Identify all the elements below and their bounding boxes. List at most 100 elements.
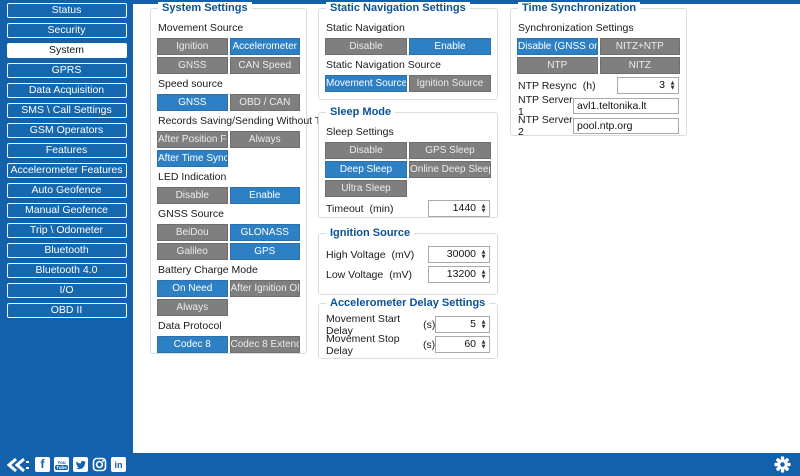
sidebar-item-gprs[interactable]: GPRS <box>6 63 127 78</box>
spinner-up-icon[interactable]: ▲ <box>670 79 675 86</box>
movement-start-delay-label: Movement Start Delay <box>326 312 401 337</box>
option-after-position-fix[interactable]: After Position Fix <box>157 131 228 148</box>
spinner-down-icon[interactable]: ▼ <box>481 253 486 260</box>
teltonika-logo-icon[interactable] <box>5 457 31 473</box>
panel-ignition-source: Ignition Source High Voltage (mV) 30000 … <box>318 227 498 295</box>
option-sleep-disable[interactable]: Disable <box>325 142 407 159</box>
option-nitz-ntp[interactable]: NITZ+NTP <box>599 38 680 55</box>
option-glonass[interactable]: GLONASS <box>229 224 300 241</box>
spinner-up-icon[interactable]: ▲ <box>481 338 486 345</box>
option-speed-gnss[interactable]: GNSS <box>157 94 228 111</box>
ntp-resync-stepper[interactable]: 3 ▲ ▼ <box>617 77 679 94</box>
twitter-icon[interactable] <box>73 457 88 472</box>
panel-system-settings: System Settings Movement Source Ignition… <box>150 2 329 354</box>
movement-stop-delay-stepper[interactable]: 60 ▲ ▼ <box>435 336 490 353</box>
ntp-server-2-field[interactable] <box>573 117 679 134</box>
movement-stop-delay-label: Movement Stop Delay <box>326 332 400 357</box>
low-voltage-label: Low Voltage <box>326 268 384 281</box>
sidebar-item-obd-ii[interactable]: OBD II <box>6 303 127 318</box>
sleep-settings-label: Sleep Settings <box>326 126 394 138</box>
option-static-disable[interactable]: Disable <box>325 38 407 55</box>
sidebar-item-security[interactable]: Security <box>6 23 127 38</box>
low-voltage-stepper[interactable]: 13200 ▲ ▼ <box>428 266 490 283</box>
spinner-down-icon[interactable]: ▼ <box>481 343 486 350</box>
option-led-enable[interactable]: Enable <box>229 187 300 204</box>
option-obd-can[interactable]: OBD / CAN <box>229 94 300 111</box>
panel-title: Ignition Source <box>326 227 415 239</box>
option-gnss[interactable]: GNSS <box>157 57 228 74</box>
youtube-icon[interactable]: You Tube <box>54 457 69 472</box>
option-battery-always[interactable]: Always <box>157 299 228 316</box>
facebook-icon[interactable]: f <box>35 457 50 472</box>
panel-time-synchronization: Time Synchronization Synchronization Set… <box>510 2 687 138</box>
option-codec-8[interactable]: Codec 8 <box>157 336 228 353</box>
sidebar-item-io[interactable]: I/O <box>6 283 127 298</box>
option-led-disable[interactable]: Disable <box>157 187 228 204</box>
spinner-up-icon[interactable]: ▲ <box>481 318 486 325</box>
option-ultra-sleep[interactable]: Ultra Sleep <box>325 180 407 197</box>
social-links: f You Tube in <box>5 457 126 473</box>
movement-stop-delay-value: 60 <box>464 338 476 350</box>
settings-gear-icon[interactable] <box>774 456 791 473</box>
option-ntp[interactable]: NTP <box>517 57 598 74</box>
option-codec-8-extended[interactable]: Codec 8 Extended <box>229 336 300 353</box>
sidebar-item-bluetooth-40[interactable]: Bluetooth 4.0 <box>6 263 127 278</box>
sidebar-item-accelerometer-features[interactable]: Accelerometer Features <box>6 163 127 178</box>
static-navigation-label: Static Navigation <box>326 22 405 34</box>
option-beidou[interactable]: BeiDou <box>157 224 228 241</box>
sidebar-item-data-acquisition[interactable]: Data Acquisition <box>6 83 127 98</box>
option-on-need[interactable]: On Need <box>157 280 228 297</box>
spinner-down-icon[interactable]: ▼ <box>481 323 486 330</box>
option-galileo[interactable]: Galileo <box>157 243 228 260</box>
sidebar-item-trip-odometer[interactable]: Trip \ Odometer <box>6 223 127 238</box>
instagram-icon[interactable] <box>92 457 107 472</box>
sidebar-item-system[interactable]: System <box>6 43 127 58</box>
option-after-time-sync[interactable]: After Time Sync <box>157 150 228 167</box>
option-online-deep-sleep[interactable]: Online Deep Sleep <box>409 161 491 178</box>
panel-static-navigation: Static Navigation Settings Static Naviga… <box>318 2 498 100</box>
sidebar-item-sms-call-settings[interactable]: SMS \ Call Settings <box>6 103 127 118</box>
option-accelerometer[interactable]: Accelerometer <box>229 38 300 55</box>
option-gps[interactable]: GPS <box>229 243 300 260</box>
option-after-ignition-on[interactable]: After Ignition ON <box>229 280 300 297</box>
spinner-up-icon[interactable]: ▲ <box>481 248 486 255</box>
spinner-down-icon[interactable]: ▼ <box>481 273 486 280</box>
sidebar-item-status[interactable]: Status <box>6 3 127 18</box>
data-protocol-label: Data Protocol <box>158 320 222 332</box>
spinner-down-icon[interactable]: ▼ <box>670 84 675 91</box>
low-voltage-unit: (mV) <box>389 268 412 281</box>
spinner-up-icon[interactable]: ▲ <box>481 202 486 209</box>
linkedin-icon[interactable]: in <box>111 457 126 472</box>
spinner-down-icon[interactable]: ▼ <box>481 207 486 214</box>
timeout-label: Timeout <box>326 202 364 215</box>
movement-stop-delay-unit: (s) <box>422 338 436 351</box>
sidebar-item-manual-geofence[interactable]: Manual Geofence <box>6 203 127 218</box>
option-disable-gnss-only[interactable]: Disable (GNSS only) <box>517 38 598 55</box>
option-nitz[interactable]: NITZ <box>599 57 680 74</box>
option-ignition-source[interactable]: Ignition Source <box>409 75 491 92</box>
option-movement-source[interactable]: Movement Source <box>325 75 407 92</box>
option-static-enable[interactable]: Enable <box>409 38 491 55</box>
records-ts-label: Records Saving/Sending Without TS <box>158 115 329 127</box>
option-always-ts[interactable]: Always <box>229 131 300 148</box>
ntp-server-1-field[interactable] <box>573 97 679 114</box>
high-voltage-stepper[interactable]: 30000 ▲ ▼ <box>428 246 490 263</box>
high-voltage-label: High Voltage <box>326 248 386 261</box>
panel-accelerometer-delay: Accelerometer Delay Settings Movement St… <box>318 297 498 359</box>
timeout-value: 1440 <box>452 202 476 214</box>
option-ignition[interactable]: Ignition <box>157 38 228 55</box>
sidebar-item-auto-geofence[interactable]: Auto Geofence <box>6 183 127 198</box>
ntp-resync-unit: (h) <box>582 79 596 92</box>
option-gps-sleep[interactable]: GPS Sleep <box>409 142 491 159</box>
gnss-source-label: GNSS Source <box>158 208 224 220</box>
movement-start-delay-stepper[interactable]: 5 ▲ ▼ <box>435 316 490 333</box>
spinner-up-icon[interactable]: ▲ <box>481 268 486 275</box>
sidebar-item-gsm-operators[interactable]: GSM Operators <box>6 123 127 138</box>
option-deep-sleep[interactable]: Deep Sleep <box>325 161 407 178</box>
sidebar-item-features[interactable]: Features <box>6 143 127 158</box>
panel-title: Static Navigation Settings <box>326 2 470 14</box>
sidebar-item-bluetooth[interactable]: Bluetooth <box>6 243 127 258</box>
timeout-stepper[interactable]: 1440 ▲ ▼ <box>428 200 490 217</box>
option-can-speed[interactable]: CAN Speed <box>229 57 300 74</box>
